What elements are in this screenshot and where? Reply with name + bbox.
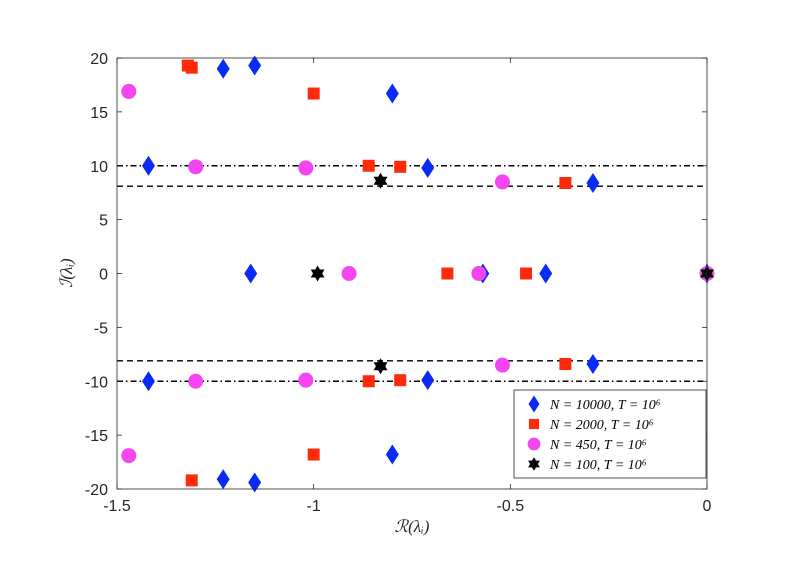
data-point-circle bbox=[188, 373, 204, 389]
legend-label: N = 100, T = 10⁶ bbox=[549, 458, 647, 473]
legend-marker-circle bbox=[527, 437, 541, 451]
x-tick-label: -1 bbox=[307, 498, 321, 515]
data-point-circle bbox=[494, 174, 510, 190]
data-point-hexagram bbox=[373, 172, 388, 189]
data-point-square bbox=[362, 375, 375, 388]
reference-lines bbox=[117, 165, 707, 382]
legend-label: N = 10000, T = 10⁶ bbox=[549, 398, 661, 413]
data-point-diamond bbox=[141, 371, 155, 392]
legend: N = 10000, T = 10⁶ N = 2000, T = 10⁶ N = 4… bbox=[513, 389, 707, 479]
data-point-diamond bbox=[586, 354, 600, 375]
y-tick-label: 15 bbox=[90, 105, 108, 122]
data-point-diamond bbox=[539, 263, 553, 284]
data-point-diamond bbox=[244, 263, 258, 284]
data-point-square bbox=[307, 448, 320, 461]
legend-box bbox=[513, 389, 707, 479]
data-point-diamond bbox=[586, 172, 600, 193]
data-point-square bbox=[394, 374, 407, 387]
data-point-square bbox=[185, 474, 198, 487]
data-point-circle bbox=[188, 159, 204, 175]
y-tick-label: -5 bbox=[94, 320, 108, 337]
data-point-square bbox=[559, 358, 572, 371]
data-point-circle bbox=[341, 266, 357, 281]
data-point-diamond bbox=[421, 370, 435, 391]
data-point-circle bbox=[494, 357, 510, 373]
y-tick-label: 20 bbox=[90, 51, 108, 68]
y-tick-label: 10 bbox=[90, 159, 108, 176]
data-point-diamond bbox=[385, 444, 399, 465]
data-point-diamond bbox=[385, 83, 399, 104]
x-tick-label: -0.5 bbox=[497, 498, 525, 515]
data-point-square bbox=[362, 159, 375, 172]
data-point-diamond bbox=[216, 58, 230, 79]
data-point-square bbox=[307, 87, 320, 100]
x-tick-label: -1.5 bbox=[103, 498, 131, 515]
y-tick-label: -10 bbox=[85, 374, 108, 391]
data-point-circle bbox=[121, 83, 137, 99]
data-point-circle bbox=[121, 448, 137, 464]
data-point-circle bbox=[298, 372, 314, 388]
y-tick-label: 5 bbox=[99, 213, 108, 230]
data-point-diamond bbox=[421, 157, 435, 178]
x-axis-label: ℛ(λᵢ) bbox=[395, 517, 430, 536]
data-point-diamond bbox=[141, 155, 155, 176]
axis-ticks: -1.5 -1 -0.5 0 -20 -15 -10 -5 0 5 10 15 20 bbox=[85, 51, 712, 515]
y-tick-label: -20 bbox=[85, 482, 108, 499]
data-point-circle bbox=[298, 160, 314, 176]
data-point-square bbox=[441, 267, 454, 280]
y-tick-label: -15 bbox=[85, 428, 108, 445]
y-tick-label: 0 bbox=[99, 267, 108, 284]
legend-marker-diamond bbox=[528, 395, 540, 413]
data-point-square bbox=[185, 61, 198, 74]
data-point-circle bbox=[471, 266, 487, 281]
y-axis-label: ℐ(λᵢ) bbox=[57, 258, 76, 288]
legend-label: N = 2000, T = 10⁶ bbox=[549, 418, 654, 433]
data-point-square bbox=[394, 160, 407, 173]
data-point-square bbox=[559, 176, 572, 189]
data-point-hexagram bbox=[310, 265, 325, 282]
data-point-diamond bbox=[216, 469, 230, 490]
x-tick-label: 0 bbox=[703, 498, 712, 515]
data-point-square bbox=[520, 267, 533, 280]
data-point-hexagram bbox=[373, 358, 388, 375]
legend-marker-square bbox=[528, 418, 540, 430]
data-point-diamond bbox=[248, 55, 262, 76]
legend-label: N = 450, T = 10⁶ bbox=[549, 438, 647, 453]
data-point-diamond bbox=[248, 472, 262, 493]
legend-marker-hexagram bbox=[528, 457, 540, 471]
